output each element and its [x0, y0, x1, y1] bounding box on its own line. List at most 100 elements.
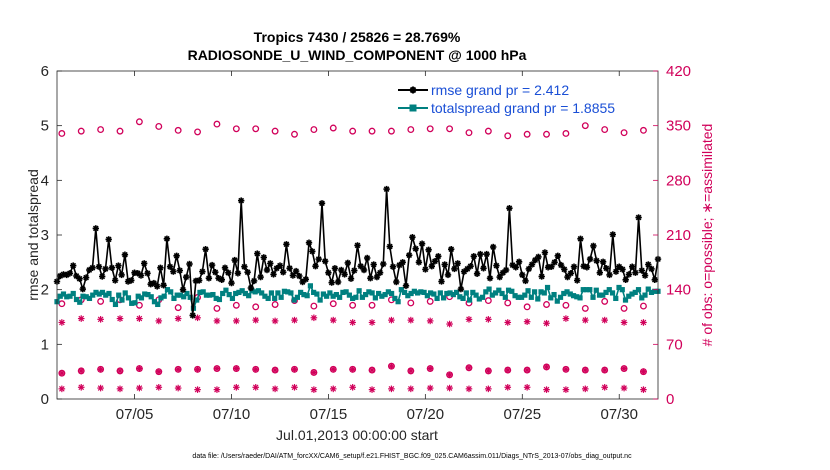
spread-point — [395, 299, 401, 305]
rmse-point — [373, 273, 381, 281]
spread-point — [304, 293, 310, 299]
spread-point — [158, 295, 164, 301]
obs-possible-marker — [135, 118, 143, 126]
rmse-point — [179, 286, 187, 293]
obs-assimilated-marker — [291, 366, 298, 373]
obs-possible-marker — [58, 130, 66, 137]
spread-point — [236, 289, 242, 295]
rmse-point — [241, 263, 248, 270]
obs-assimilated-marker — [174, 366, 182, 373]
legend-spread-marker — [409, 104, 417, 112]
spread-point — [314, 291, 320, 297]
spread-point — [324, 293, 330, 299]
spread-point — [535, 296, 541, 302]
spread-point — [613, 295, 619, 302]
obs-assimilated-marker — [485, 385, 492, 393]
obs-assimilated-marker — [349, 366, 356, 373]
rmse-point — [312, 263, 319, 270]
spread-point — [112, 301, 119, 308]
obs-assimilated-marker — [213, 317, 221, 325]
obs-assimilated-marker — [620, 384, 628, 392]
obs-assimilated-marker — [349, 383, 356, 391]
rmse-point — [173, 252, 180, 260]
rmse-point — [380, 260, 387, 268]
spread-point — [645, 286, 651, 292]
obs-possible-marker — [620, 129, 628, 137]
obs-assimilated-marker — [271, 366, 279, 374]
obs-possible-marker — [97, 126, 105, 134]
x-tick-label: 07/30 — [600, 406, 638, 423]
rmse-point — [69, 262, 77, 269]
rmse-point — [283, 241, 290, 248]
spread-point — [255, 288, 262, 294]
obs-assimilated-marker — [310, 369, 318, 376]
rmse-point — [305, 239, 313, 246]
spread-point — [369, 290, 375, 296]
spread-point — [135, 293, 141, 299]
rmse-point — [448, 245, 455, 253]
rmse-point — [370, 261, 377, 268]
obs-assimilated-marker — [368, 386, 376, 393]
rmse-point — [425, 246, 432, 254]
spread-point — [492, 290, 499, 296]
spread-point — [70, 290, 76, 297]
spread-point — [343, 289, 349, 295]
spread-point — [567, 291, 573, 297]
rmse-point — [648, 265, 655, 273]
rmse-point — [574, 277, 581, 284]
rmse-point — [435, 253, 442, 260]
y-right-tick-label: 350 — [666, 118, 691, 135]
rmse-point — [635, 214, 642, 221]
obs-possible-marker — [523, 303, 531, 311]
obs-possible-marker — [640, 126, 647, 134]
obs-assimilated-marker — [77, 315, 85, 322]
obs-possible-marker — [601, 126, 609, 134]
spread-point — [570, 293, 577, 299]
rmse-point — [182, 273, 190, 281]
obs-possible-marker — [232, 301, 240, 309]
spread-point — [307, 283, 313, 289]
rmse-point — [632, 269, 639, 276]
spread-point — [83, 294, 89, 300]
obs-assimilated-marker — [465, 385, 473, 393]
spread-point — [587, 287, 593, 293]
rmse-point — [202, 245, 209, 253]
spread-point — [278, 294, 284, 300]
spread-point — [346, 292, 352, 298]
spread-point — [580, 287, 586, 293]
rmse-point — [467, 263, 474, 270]
spread-point — [515, 294, 521, 300]
spread-point — [548, 295, 554, 301]
spread-point — [648, 289, 655, 295]
rmse-point — [270, 271, 277, 278]
obs-possible-marker — [252, 125, 260, 133]
rmse-point — [551, 259, 558, 266]
spread-point — [489, 292, 495, 298]
obs-possible-marker — [562, 130, 570, 137]
spread-point — [528, 294, 534, 300]
obs-assimilated-marker — [504, 319, 512, 326]
rmse-point — [334, 278, 342, 286]
spread-point — [174, 292, 180, 298]
rmse-point — [108, 264, 116, 271]
obs-assimilated-marker — [601, 366, 608, 374]
rmse-point — [389, 263, 397, 270]
rmse-point — [561, 266, 568, 273]
obs-assimilated-marker — [504, 366, 512, 374]
spread-point — [450, 291, 456, 298]
spread-point — [350, 295, 356, 302]
spread-point — [502, 294, 508, 300]
obs-assimilated-marker — [329, 316, 337, 324]
obs-assimilated-marker — [426, 317, 434, 325]
legend-box — [394, 79, 626, 119]
spread-point — [385, 289, 391, 295]
rmse-point — [189, 312, 196, 319]
rmse-point — [512, 264, 519, 271]
obs-possible-marker — [465, 129, 473, 137]
spread-point — [590, 294, 596, 300]
obs-assimilated-marker — [252, 366, 260, 373]
spread-point — [340, 289, 346, 295]
rmse-point — [454, 260, 461, 267]
footnote: data file: /Users/raeder/DAI/ATM_forcXX/… — [192, 453, 632, 460]
rmse-point — [263, 266, 271, 274]
